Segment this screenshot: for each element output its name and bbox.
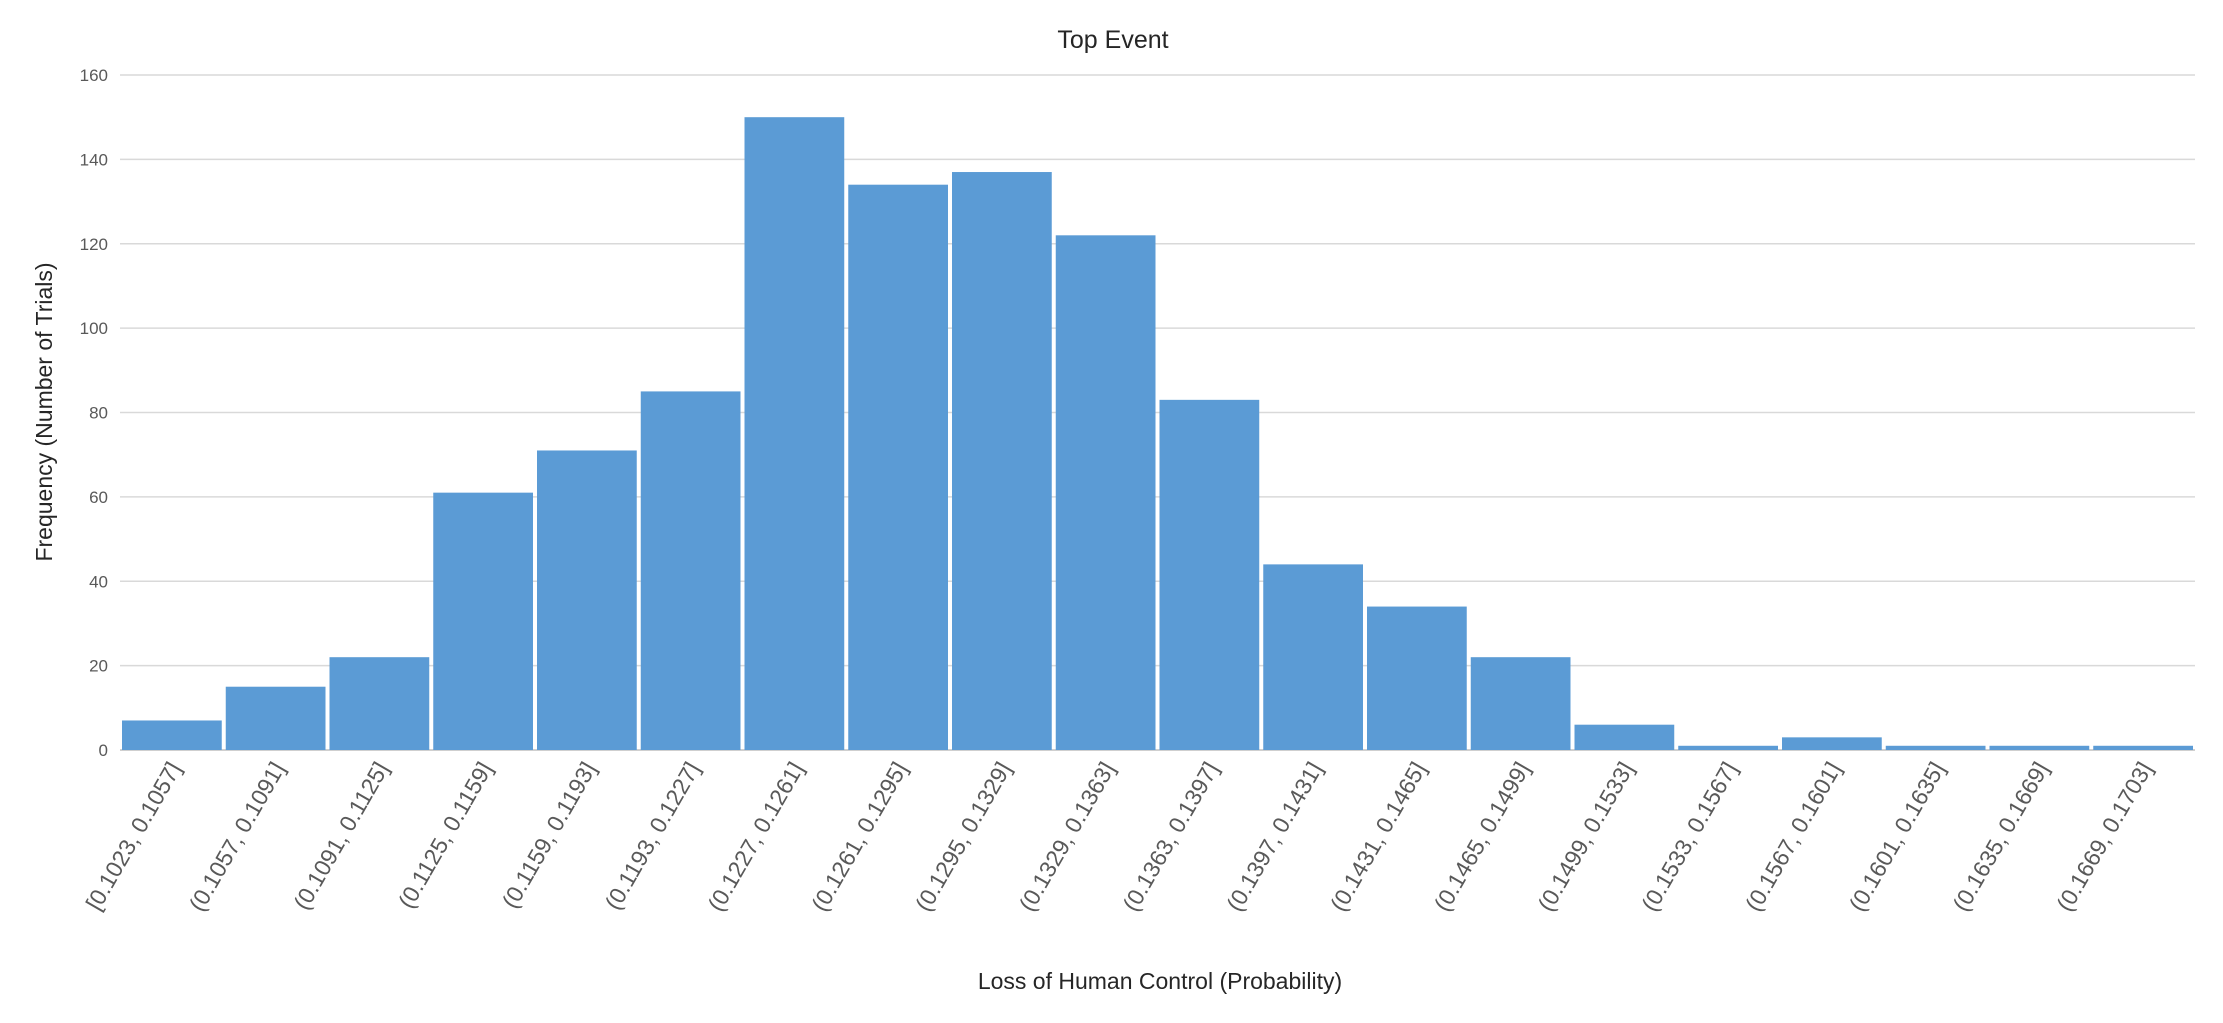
x-tick-label: (0.1669, 0.1703] [2051,758,2157,916]
x-axis-label: Loss of Human Control (Probability) [978,968,1342,994]
histogram-bar [1263,564,1363,750]
x-tick-label: (0.1363, 0.1397] [1117,758,1223,916]
gridlines [120,74,2195,751]
histogram-bar [1574,724,1675,750]
histogram-bar [1367,606,1467,750]
x-tick-label: (0.1091, 0.1125] [288,758,393,915]
y-tick-label: 0 [99,741,108,760]
histogram-bar [1055,235,1156,750]
x-tick-label: (0.1227, 0.1261] [702,758,808,916]
histogram-bar [1159,399,1260,750]
y-tick-label: 60 [89,488,108,507]
y-axis-ticks: 0 20 40 60 80 100 120 140 160 [80,66,108,760]
x-tick-label: (0.1295, 0.1329] [910,758,1016,916]
histogram-bar [848,184,948,750]
y-tick-label: 40 [89,572,108,591]
x-tick-label: (0.1193, 0.1227] [600,758,705,915]
y-tick-label: 120 [80,235,108,254]
histogram-bar [640,391,741,750]
x-tick-label: (0.1465, 0.1499] [1429,758,1535,916]
histogram-bar [1470,657,1571,750]
histogram-bar [537,450,637,750]
x-tick-label: (0.1567, 0.1601] [1740,758,1846,916]
bars [122,117,2193,750]
histogram-bar [1678,745,1778,750]
x-tick-label: (0.1397, 0.1431] [1221,758,1327,916]
x-tick-label: (0.1329, 0.1363] [1014,758,1120,916]
y-tick-label: 140 [80,150,108,169]
x-tick-label: (0.1499, 0.1533] [1532,758,1638,916]
histogram-bar [1989,745,2090,750]
y-tick-label: 20 [89,657,108,676]
x-tick-label: (0.1533, 0.1567] [1636,758,1742,916]
y-axis-label: Frequency (Number of Trials) [31,262,57,561]
histogram-bar [744,117,845,750]
x-tick-label: (0.1431, 0.1465] [1325,758,1431,916]
x-tick-label: (0.1635, 0.1669] [1947,758,2053,916]
histogram-bar [433,492,533,750]
x-axis-ticks: [0.1023, 0.1057](0.1057, 0.1091](0.1091,… [81,758,2158,916]
histogram-bar [122,720,222,750]
x-tick-label: (0.1125, 0.1159] [393,758,498,913]
histogram-bar [2093,745,2193,750]
histogram-bar [1885,745,1986,750]
chart-title: Top Event [1057,26,1168,54]
y-tick-label: 160 [80,66,108,85]
histogram-bar [225,686,326,750]
y-tick-label: 100 [80,319,108,338]
histogram-bar [329,657,430,750]
x-tick-label: (0.1601, 0.1635] [1844,758,1950,916]
y-tick-label: 80 [89,404,108,423]
histogram-bar [952,172,1052,750]
x-tick-label: (0.1057, 0.1091] [184,758,290,916]
x-tick-label: (0.1159, 0.1193] [497,758,602,913]
x-tick-label: (0.1261, 0.1295] [806,758,912,916]
histogram-bar [1782,737,1882,750]
x-tick-label: [0.1023, 0.1057] [81,758,187,915]
